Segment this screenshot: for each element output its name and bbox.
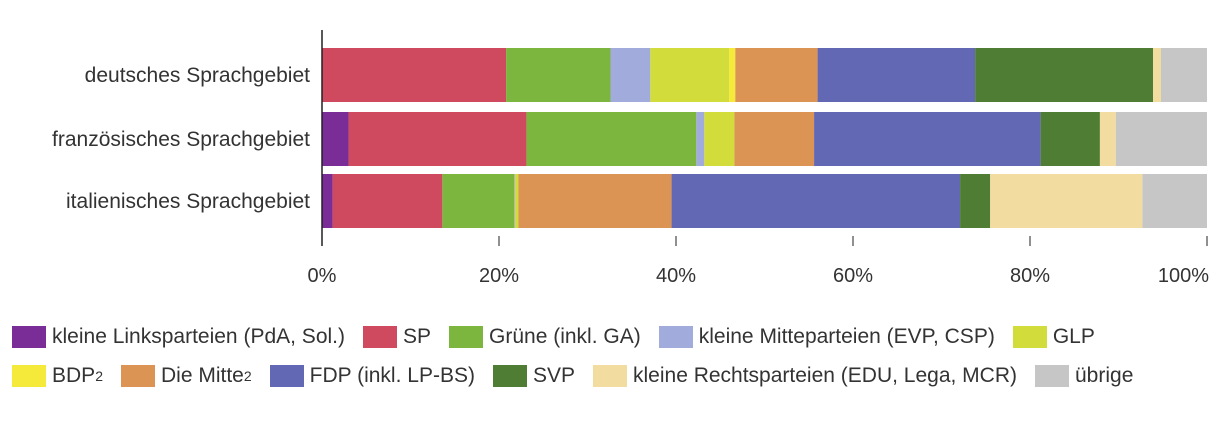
- legend-item: SP: [363, 320, 431, 354]
- legend-label: GLP: [1052, 325, 1095, 348]
- bar-segment: [526, 112, 697, 166]
- x-tick-label: 60%: [833, 265, 873, 287]
- bar-segment: [610, 48, 651, 102]
- legend-swatch: [492, 365, 527, 387]
- legend-item: FDP (inkl. LP-BS): [269, 359, 475, 393]
- bar-segment: [514, 174, 515, 228]
- stacked-bar-chart: deutsches Sprachgebiet französisches Spra…: [52, 30, 1209, 287]
- legend-item: kleine Rechtsparteien (EDU, Lega, MCR): [593, 359, 1017, 393]
- bar-segment: [1040, 112, 1100, 166]
- x-tick-label: 80%: [1010, 265, 1050, 287]
- legend-swatch: [363, 326, 397, 348]
- bar-segment: [442, 174, 515, 228]
- bar-segment: [1142, 174, 1207, 228]
- legend-label: Die Mitte: [160, 364, 244, 387]
- legend-item: kleine Linksparteien (PdA, Sol.): [12, 320, 345, 354]
- legend-label: Grüne (inkl. GA): [489, 325, 641, 348]
- legend-swatch: [658, 326, 693, 348]
- legend-item: übrige: [1035, 359, 1133, 393]
- legend-swatch: [449, 326, 484, 348]
- bar-segment: [696, 112, 705, 166]
- bar-segment: [671, 174, 961, 228]
- bar-segment: [1160, 48, 1207, 102]
- x-tick-label: 0%: [308, 265, 337, 287]
- legend-item: Grüne (inkl. GA): [449, 320, 641, 354]
- legend-item: SVP: [492, 359, 575, 393]
- bar-segment: [332, 174, 443, 228]
- bar-segment: [1153, 48, 1161, 102]
- legend-swatch: [12, 326, 46, 348]
- category-label: französisches Sprachgebiet: [52, 128, 310, 151]
- legend-label: BDP: [52, 364, 96, 387]
- bar-segment: [814, 112, 1041, 166]
- bar-segment: [734, 112, 815, 166]
- legend-item: BDP 2: [12, 359, 103, 393]
- bar-segment: [650, 48, 730, 102]
- legend-swatch: [593, 365, 627, 387]
- legend-item: GLP: [1012, 320, 1095, 354]
- legend-label: kleine Rechtsparteien (EDU, Lega, MCR): [633, 364, 1017, 387]
- bar-segment: [322, 174, 333, 228]
- legend-swatch: [1035, 365, 1069, 387]
- legend-label: übrige: [1075, 364, 1134, 387]
- bar-segment: [322, 112, 349, 166]
- bar-segment: [735, 48, 818, 102]
- legend-swatch: [269, 365, 304, 387]
- bar-segment: [514, 174, 519, 228]
- legend-label: FDP (inkl. LP-BS): [309, 364, 475, 387]
- x-tick-label: 20%: [479, 265, 519, 287]
- legend-swatch: [120, 365, 155, 387]
- bar-segment: [975, 48, 1154, 102]
- legend-label: kleine Linksparteien (PdA, Sol.): [52, 325, 345, 348]
- x-tick-label: 40%: [656, 265, 696, 287]
- bar-segment: [518, 174, 672, 228]
- bar-segment: [348, 112, 527, 166]
- bar-segment: [729, 48, 736, 102]
- category-label: deutsches Sprachgebiet: [85, 64, 310, 87]
- bar-segment: [817, 48, 976, 102]
- legend-label: SP: [403, 325, 432, 348]
- bar-segment: [704, 112, 735, 166]
- bar-segment: [506, 48, 611, 102]
- bar-segment: [990, 174, 1143, 228]
- bar-segment: [1115, 112, 1207, 166]
- legend-label: kleine Mitteparteien (EVP, CSP): [698, 325, 995, 348]
- category-label: italienisches Sprachgebiet: [66, 190, 310, 213]
- legend-swatch: [12, 365, 46, 387]
- legend-item: kleine Mitteparteien (EVP, CSP): [658, 320, 995, 354]
- chart-legend: kleine Linksparteien (PdA, Sol.) SP Grüne …: [12, 320, 1212, 398]
- x-tick-label: 100%: [1158, 265, 1209, 287]
- bar-segment: [322, 48, 507, 102]
- bar-segment: [1099, 112, 1116, 166]
- legend-item: Die Mitte 2: [120, 359, 252, 393]
- bar-segment: [960, 174, 991, 228]
- legend-swatch: [1012, 326, 1047, 348]
- legend-label: SVP: [532, 364, 575, 387]
